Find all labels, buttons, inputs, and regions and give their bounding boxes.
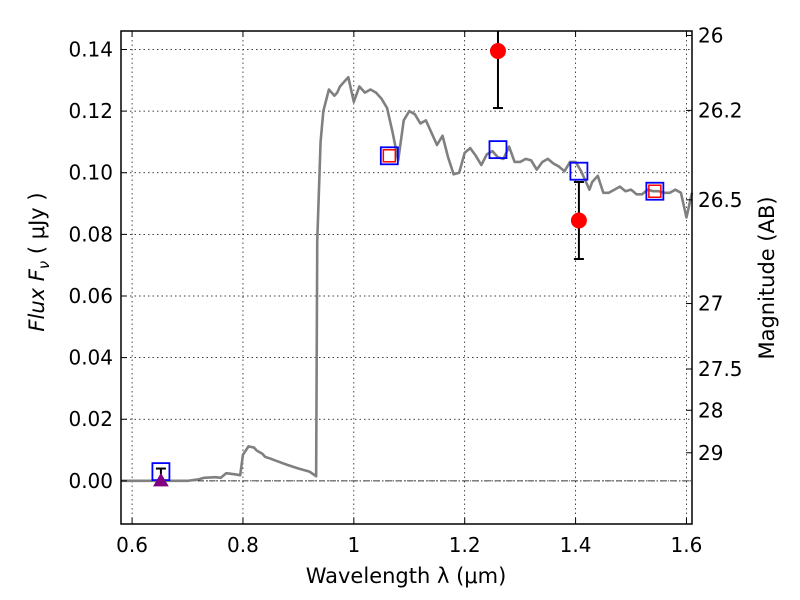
magnitude-tick-label: 26.5 bbox=[698, 188, 743, 212]
y-axis-title-unit: ( μJy ) bbox=[25, 192, 49, 260]
magnitude-tick-label: 27 bbox=[698, 292, 723, 316]
tick-labels: 0.6 0.8 1 1.2 1.4 1.6 0.00 0.02 0.04 0.06 0.08 0.10… bbox=[68, 23, 742, 557]
x-axis-title: Wavelength λ (μm) bbox=[306, 564, 507, 588]
magnitude-tick-label: 29 bbox=[698, 441, 723, 465]
marker-layer bbox=[151, 43, 665, 487]
y-tick-label: 0.00 bbox=[68, 469, 113, 493]
errorbar-layer bbox=[155, 31, 584, 481]
y-tick-label: 0.02 bbox=[68, 407, 113, 431]
sed-layer bbox=[121, 75, 694, 483]
upper-limit-triangle bbox=[153, 472, 169, 487]
model-point-square bbox=[645, 181, 665, 201]
x-tick-label: 0.8 bbox=[227, 533, 259, 557]
plot-frame bbox=[120, 30, 693, 525]
y-tick-label: 0.14 bbox=[68, 37, 113, 61]
grid bbox=[121, 31, 692, 524]
magnitude-axis-title: Magnitude (AB) bbox=[755, 196, 779, 359]
y-tick-label: 0.04 bbox=[68, 346, 113, 370]
model-point-square bbox=[379, 146, 399, 166]
magnitude-tick-label: 28 bbox=[698, 398, 723, 422]
y-axis-title: Flux Fν ( μJy ) bbox=[25, 192, 53, 331]
magnitude-tick-label: 26.2 bbox=[698, 98, 743, 122]
x-tick-label: 1.2 bbox=[449, 533, 481, 557]
magnitude-tick-label: 27.5 bbox=[698, 357, 743, 381]
observed-point-square bbox=[648, 184, 662, 198]
x-tick-label: 1.6 bbox=[671, 533, 703, 557]
x-tick-label: 1 bbox=[347, 533, 360, 557]
magnitude-tick-label: 26 bbox=[698, 23, 723, 47]
model-point-square bbox=[569, 161, 589, 181]
x-tick-label: 0.6 bbox=[116, 533, 148, 557]
observed-point-circle bbox=[570, 212, 587, 229]
y-tick-label: 0.10 bbox=[68, 161, 113, 185]
ticks bbox=[121, 31, 692, 524]
x-tick-label: 1.4 bbox=[560, 533, 592, 557]
y-axis-title-subscript: ν bbox=[35, 261, 53, 269]
y-tick-label: 0.08 bbox=[68, 222, 113, 246]
y-tick-label: 0.12 bbox=[68, 99, 113, 123]
y-tick-label: 0.06 bbox=[68, 284, 113, 308]
plot-content bbox=[121, 31, 694, 524]
model-sed-line bbox=[121, 75, 694, 483]
observed-point-circle bbox=[489, 43, 506, 60]
model-point-square bbox=[488, 140, 508, 160]
observed-point-square bbox=[382, 149, 397, 163]
y-axis-title-main: Flux F bbox=[25, 268, 49, 331]
